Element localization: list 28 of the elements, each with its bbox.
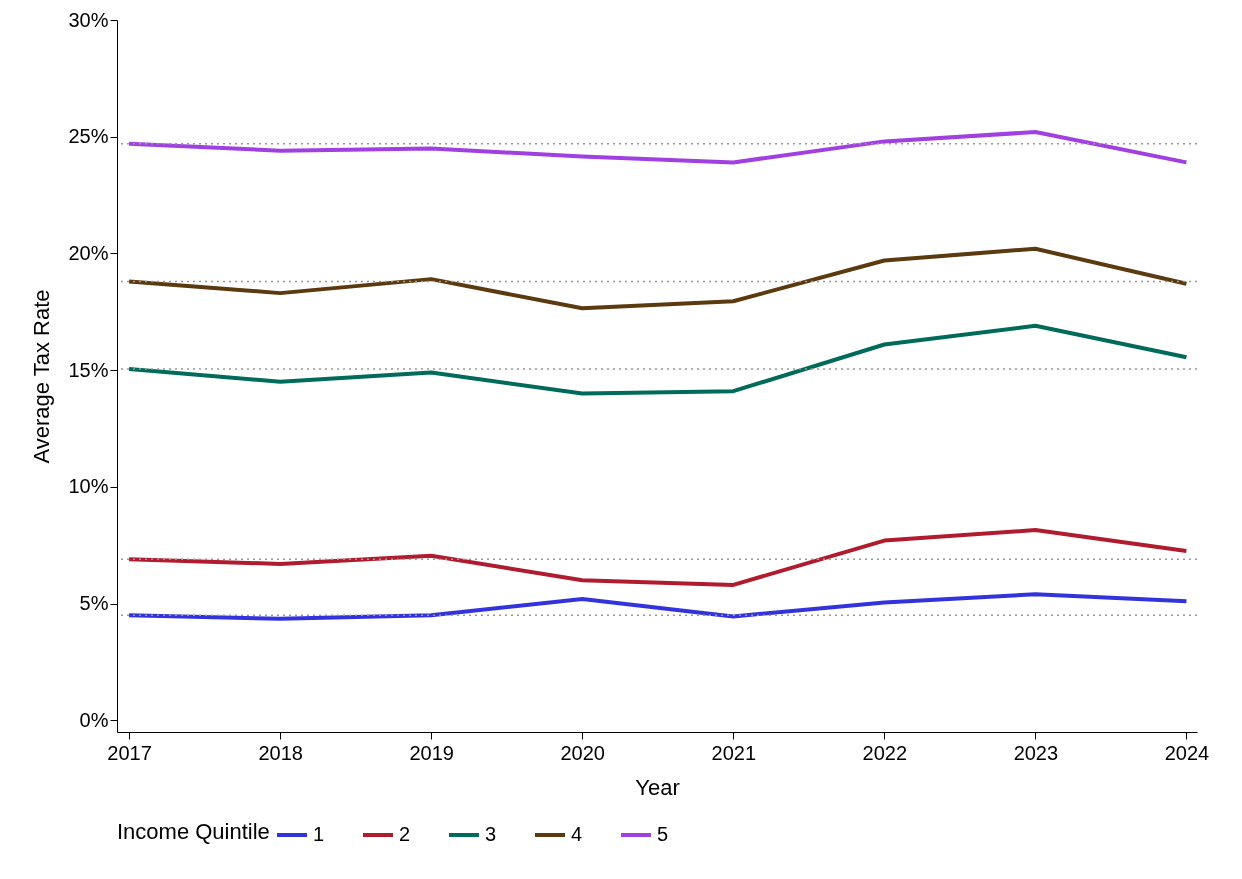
x-tick-label: 2020: [560, 741, 605, 764]
line-series: [127, 528, 1189, 587]
x-tick-label: 2021: [711, 741, 757, 764]
x-axis-title: Year: [635, 774, 680, 800]
legend-label: 2: [399, 823, 411, 845]
line-series: [127, 246, 1189, 311]
y-tick-label: 25%: [68, 125, 109, 148]
y-axis-title: Average Tax Rate: [29, 289, 55, 464]
y-tick-label: 10%: [68, 475, 109, 498]
y-tick-label: 0%: [79, 708, 109, 731]
y-tick-label: 15%: [68, 358, 109, 381]
y-tick-label: 5%: [79, 592, 109, 615]
line-series: [127, 130, 1189, 165]
line-series: [127, 323, 1189, 396]
legend-label: 4: [571, 823, 583, 845]
line-series: [127, 592, 1189, 621]
x-tick-label: 2018: [258, 741, 303, 764]
x-tick-label: 2022: [862, 741, 908, 764]
legend-label: 1: [313, 823, 325, 845]
x-tick-label: 2017: [107, 741, 152, 764]
x-tick-label: 2024: [1164, 741, 1210, 764]
y-tick-label: 20%: [68, 241, 109, 264]
x-tick-label: 2023: [1013, 741, 1059, 764]
legend-label: 5: [657, 823, 669, 845]
x-tick-label: 2019: [409, 741, 454, 764]
y-tick-label: 30%: [68, 8, 109, 31]
legend-label: 3: [485, 823, 497, 845]
legend-title: Income Quintile: [117, 819, 270, 844]
